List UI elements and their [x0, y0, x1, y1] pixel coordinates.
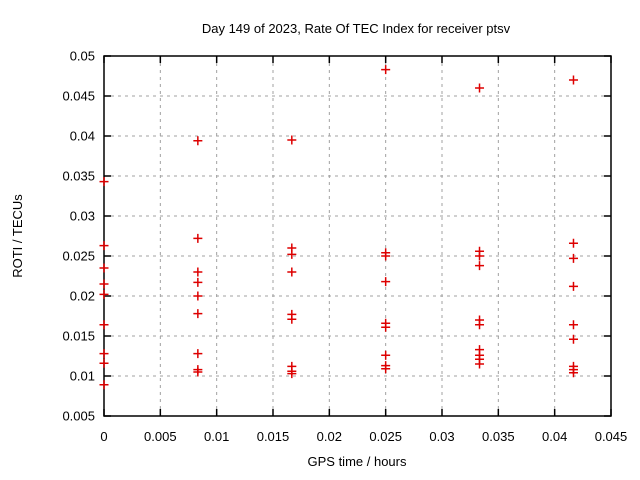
data-point-marker: [568, 75, 578, 85]
x-tick-label: 0.035: [482, 429, 515, 444]
data-point-marker: [99, 177, 109, 187]
x-tick-label: 0.045: [595, 429, 628, 444]
data-point-marker: [475, 83, 485, 93]
data-point-marker: [568, 334, 578, 344]
y-tick-label: 0.005: [62, 409, 95, 424]
y-tick-label: 0.025: [62, 249, 95, 264]
data-point-marker: [287, 267, 297, 277]
data-point-marker: [193, 367, 203, 377]
x-axis-label: GPS time / hours: [308, 454, 407, 469]
y-tick-label: 0.045: [62, 89, 95, 104]
y-axis-label: ROTI / TECUs: [10, 194, 25, 278]
data-point-marker: [99, 241, 109, 251]
data-point-marker: [193, 277, 203, 287]
data-point-marker: [568, 368, 578, 378]
data-point-marker: [475, 320, 485, 330]
x-tick-label: 0.005: [144, 429, 177, 444]
data-point-marker: [475, 251, 485, 261]
data-point-marker: [193, 291, 203, 301]
axes-and-ticks: 0 0.005 0.01 0.015 0.02 0.025 0.03 0.035 0.04 0.0…: [62, 49, 627, 445]
data-point-marker: [287, 314, 297, 324]
data-point-marker: [568, 281, 578, 291]
data-point-marker: [568, 253, 578, 263]
y-tick-label: 0.035: [62, 169, 95, 184]
data-point-marker: [99, 380, 109, 390]
data-point-marker: [381, 65, 391, 75]
y-tick-label: 0.02: [70, 289, 95, 304]
data-point-marker: [99, 289, 109, 299]
data-point-marker: [381, 277, 391, 287]
data-point-marker: [475, 359, 485, 369]
data-point-marker: [99, 279, 109, 289]
y-tick-label: 0.04: [70, 129, 95, 144]
data-point-marker: [193, 309, 203, 319]
data-point-marker: [99, 358, 109, 368]
data-point-marker: [381, 251, 391, 261]
data-point-marker: [193, 267, 203, 277]
data-point-marker: [99, 320, 109, 330]
data-point-marker: [381, 350, 391, 360]
y-tick-label: 0.015: [62, 329, 95, 344]
data-point-marker: [568, 238, 578, 248]
data-point-marker: [193, 233, 203, 243]
data-point-marker: [99, 349, 109, 359]
data-point-marker: [287, 135, 297, 145]
data-point-marker: [568, 320, 578, 330]
chart-title: Day 149 of 2023, Rate Of TEC Index for r…: [202, 21, 511, 36]
x-tick-label: 0.04: [542, 429, 567, 444]
x-tick-label: 0.03: [429, 429, 454, 444]
data-point-marker: [193, 136, 203, 146]
data-point-marker: [193, 349, 203, 359]
data-point-marker: [381, 322, 391, 332]
x-tick-label: 0.025: [369, 429, 402, 444]
data-point-marker: [381, 364, 391, 374]
x-tick-label: 0.01: [204, 429, 229, 444]
data-point-marker: [475, 261, 485, 271]
y-tick-label: 0.05: [70, 49, 95, 64]
x-tick-label: 0.015: [257, 429, 290, 444]
plot-border: [103, 55, 612, 417]
y-tick-label: 0.01: [70, 369, 95, 384]
data-point-marker: [99, 263, 109, 273]
x-tick-label: 0: [100, 429, 107, 444]
grid-lines: [104, 56, 611, 416]
data-points: [99, 65, 578, 390]
data-point-marker: [287, 369, 297, 379]
x-tick-label: 0.02: [317, 429, 342, 444]
y-tick-label: 0.03: [70, 209, 95, 224]
data-point-marker: [287, 249, 297, 259]
